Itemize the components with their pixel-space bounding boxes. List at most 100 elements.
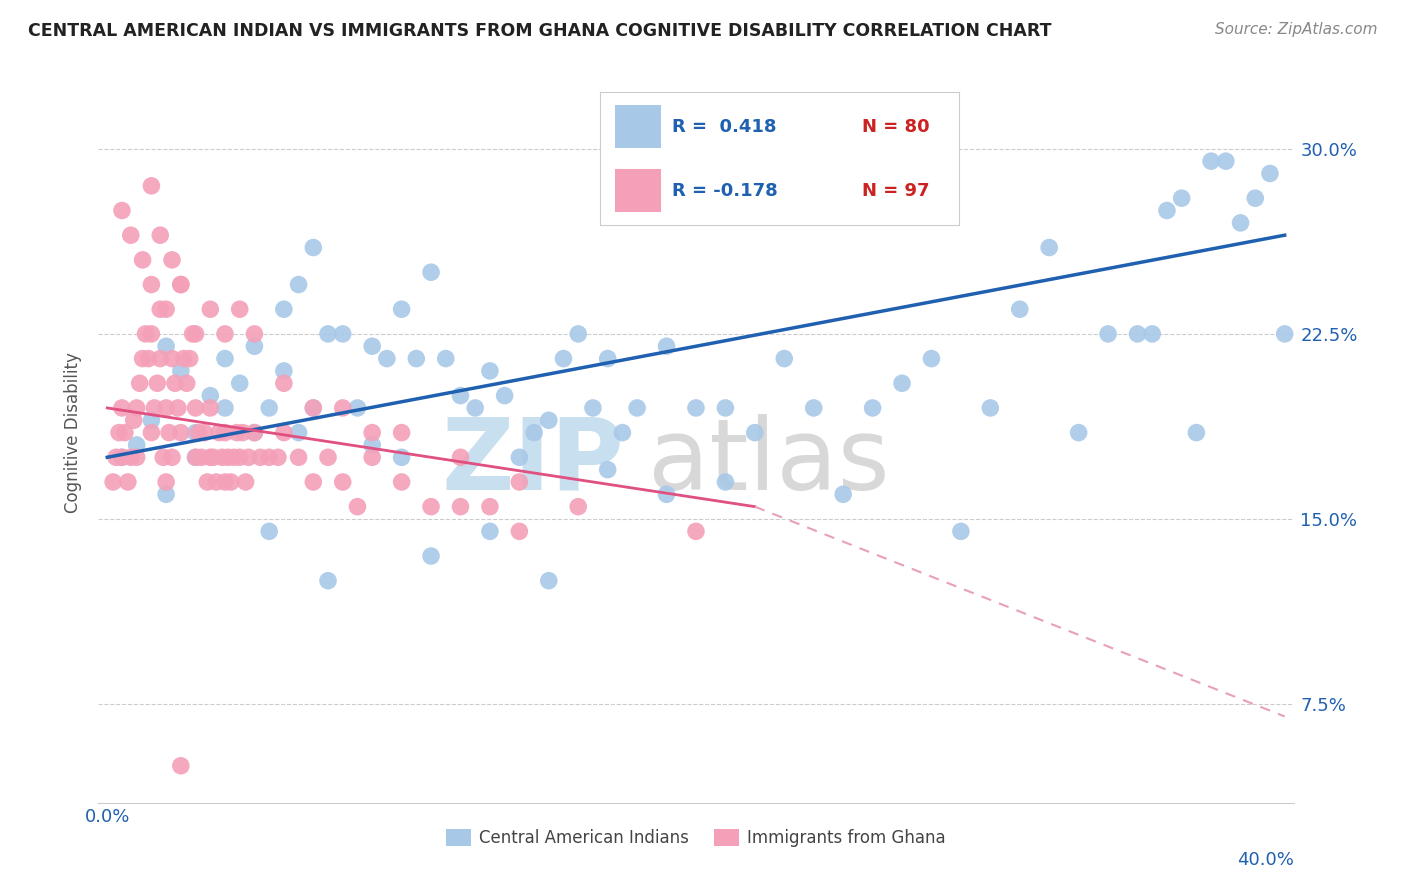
Point — [238, 450, 260, 465]
Point — [149, 302, 172, 317]
Point — [478, 524, 501, 539]
Point — [685, 401, 707, 415]
Point — [184, 326, 207, 341]
Point — [346, 401, 368, 415]
Point — [111, 450, 134, 465]
Point — [1229, 216, 1251, 230]
Point — [655, 487, 678, 501]
Point — [232, 425, 254, 440]
Point — [391, 450, 413, 465]
Point — [200, 450, 222, 465]
Point — [200, 389, 222, 403]
Point — [111, 401, 134, 415]
Point — [1038, 240, 1060, 255]
Point — [920, 351, 942, 366]
Point — [184, 450, 207, 465]
Point — [567, 500, 589, 514]
Point — [173, 351, 195, 366]
Point — [478, 364, 501, 378]
Point — [214, 401, 236, 415]
Point — [249, 450, 271, 465]
Point — [420, 549, 443, 563]
Point — [361, 425, 384, 440]
Point — [655, 339, 678, 353]
Point — [1199, 154, 1222, 169]
Point — [243, 425, 266, 440]
Point — [225, 425, 247, 440]
Point — [125, 450, 148, 465]
Point — [391, 302, 413, 317]
Point — [273, 302, 295, 317]
Point — [155, 302, 177, 317]
Point — [302, 240, 325, 255]
Point — [891, 376, 914, 391]
Point — [134, 326, 156, 341]
Point — [170, 364, 193, 378]
Point — [257, 450, 280, 465]
Point — [862, 401, 884, 415]
Point — [596, 462, 619, 476]
Point — [243, 425, 266, 440]
Point — [267, 450, 290, 465]
Point — [125, 438, 148, 452]
Point — [108, 425, 131, 440]
Point — [391, 425, 413, 440]
Point — [257, 524, 280, 539]
Point — [122, 413, 145, 427]
Point — [200, 302, 222, 317]
Point — [287, 450, 309, 465]
Point — [128, 376, 150, 391]
Point — [361, 450, 384, 465]
Point — [184, 425, 207, 440]
Point — [105, 450, 128, 465]
Point — [1097, 326, 1119, 341]
Point — [494, 389, 516, 403]
Point — [287, 425, 309, 440]
Legend: Central American Indians, Immigrants from Ghana: Central American Indians, Immigrants fro… — [439, 822, 953, 854]
Point — [170, 425, 193, 440]
Point — [1067, 425, 1090, 440]
Point — [434, 351, 457, 366]
Point — [287, 277, 309, 292]
Point — [257, 401, 280, 415]
Point — [160, 252, 183, 267]
Point — [273, 376, 295, 391]
Point — [214, 351, 236, 366]
Point — [222, 450, 245, 465]
Point — [157, 425, 180, 440]
Point — [1156, 203, 1178, 218]
Point — [146, 376, 169, 391]
Point — [450, 450, 472, 465]
Text: ZIP: ZIP — [441, 414, 624, 511]
Point — [1142, 326, 1164, 341]
Point — [523, 425, 546, 440]
Point — [155, 475, 177, 489]
Point — [214, 475, 236, 489]
Point — [478, 500, 501, 514]
Point — [803, 401, 825, 415]
Point — [143, 401, 166, 415]
Point — [273, 364, 295, 378]
Point — [195, 475, 218, 489]
Point — [228, 376, 250, 391]
Point — [1008, 302, 1031, 317]
Point — [193, 425, 215, 440]
Point — [391, 475, 413, 489]
Point — [141, 326, 163, 341]
Point — [273, 425, 295, 440]
Point — [228, 450, 250, 465]
Point — [149, 228, 172, 243]
Point — [141, 178, 163, 193]
Point — [243, 339, 266, 353]
Point — [176, 376, 198, 391]
Point — [464, 401, 486, 415]
Text: CENTRAL AMERICAN INDIAN VS IMMIGRANTS FROM GHANA COGNITIVE DISABILITY CORRELATIO: CENTRAL AMERICAN INDIAN VS IMMIGRANTS FR… — [28, 22, 1052, 40]
Point — [125, 401, 148, 415]
Point — [179, 351, 201, 366]
Point — [155, 487, 177, 501]
Point — [235, 475, 257, 489]
Point — [170, 277, 193, 292]
Point — [202, 450, 225, 465]
Point — [567, 326, 589, 341]
Point — [170, 758, 193, 772]
